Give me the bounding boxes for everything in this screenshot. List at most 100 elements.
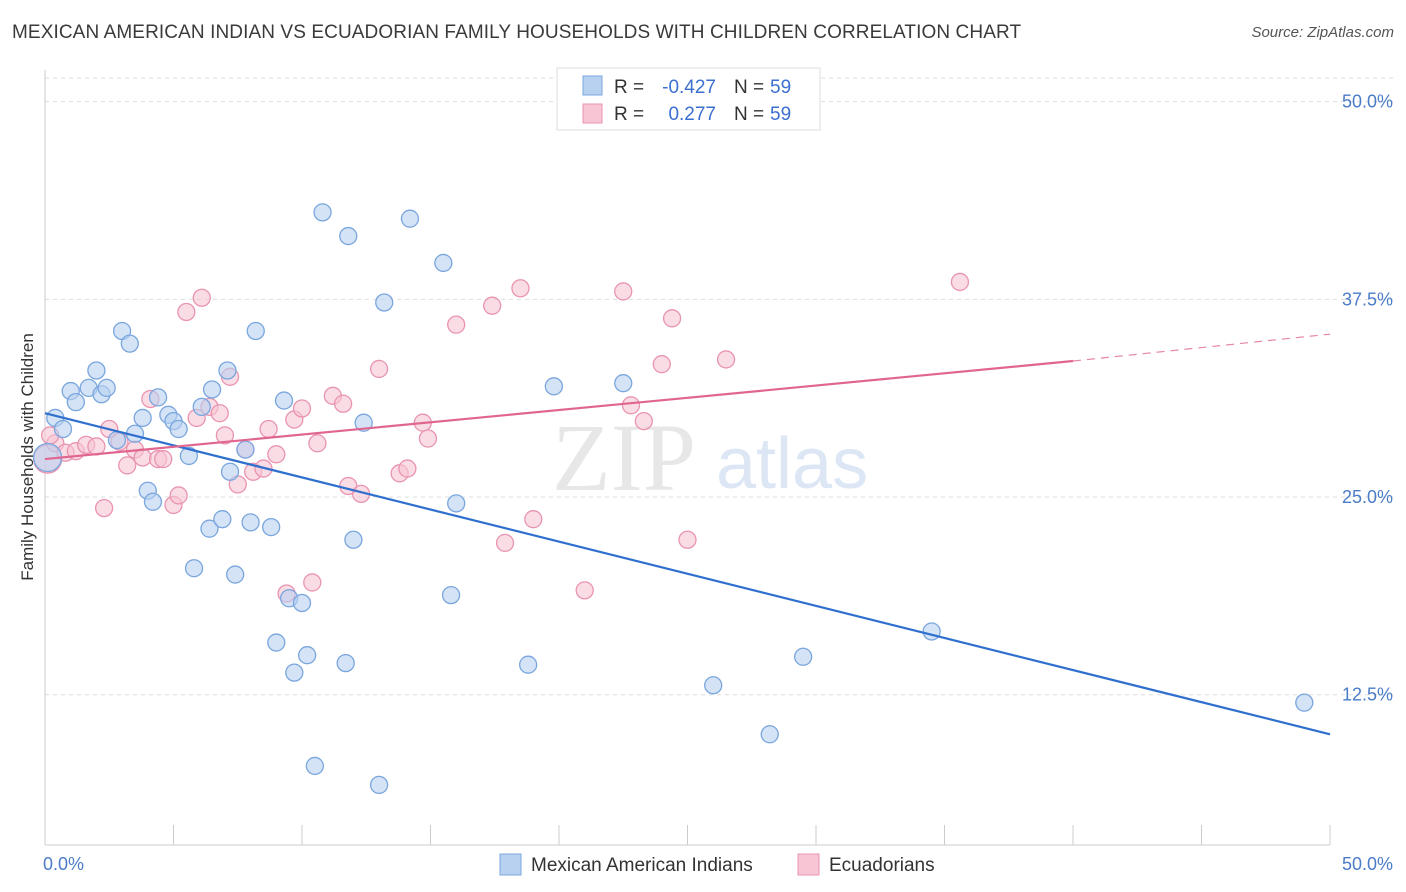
blue-point-37 [292, 593, 312, 613]
y-tick-label-12.5: 12.5% [1342, 685, 1393, 705]
pink-point-46 [495, 533, 515, 553]
blue-point-2 [53, 419, 73, 439]
blue-point-36 [285, 663, 304, 682]
stats-legend: R = -0.427 N = 59 R = 0.277 N = 59 [556, 67, 821, 131]
stats-legend-n-label-blue: N = [734, 77, 764, 98]
bottom-legend-swatch-pink [797, 853, 820, 876]
blue-point-13 [133, 408, 152, 428]
blue-point-44 [354, 413, 373, 432]
pink-point-41 [398, 459, 417, 478]
pink-point-19 [192, 288, 211, 307]
pink-trend-extension [1072, 333, 1331, 362]
blue-points [32, 203, 1314, 795]
stats-legend-n-label-pink: N = [734, 104, 764, 125]
stats-legend-n-value-pink: 59 [770, 104, 791, 125]
pink-point-21 [210, 404, 229, 423]
blue-point-21 [184, 559, 204, 578]
watermark-atlas: atlas [716, 424, 868, 504]
pink-point-17 [177, 302, 196, 322]
pink-point-43 [418, 429, 438, 448]
bottom-legend-label-pink: Ecuadorians [829, 855, 935, 876]
pink-point-55 [678, 530, 697, 549]
blue-point-50 [447, 494, 466, 513]
blue-point-16 [148, 388, 168, 407]
blue-point-34 [274, 391, 294, 410]
pink-point-47 [511, 279, 530, 298]
watermark-zip: ZIP [552, 404, 696, 511]
blue-point-53 [614, 374, 633, 393]
chart-source: Source: ZipAtlas.com [1251, 24, 1394, 41]
x-tick-label-50: 50.0% [1342, 854, 1393, 874]
blue-point-15 [143, 492, 163, 511]
pink-point-34 [308, 434, 327, 453]
blue-point-40 [313, 203, 332, 222]
blue-point-46 [375, 293, 394, 312]
blue-point-55 [760, 725, 779, 744]
pink-point-14 [154, 449, 173, 469]
blue-point-51 [519, 655, 538, 674]
pink-point-11 [133, 448, 152, 467]
blue-point-20 [179, 446, 199, 466]
blue-point-4 [66, 392, 85, 412]
pink-point-6 [94, 498, 114, 518]
blue-point-28 [226, 565, 245, 584]
pink-point-49 [575, 581, 594, 600]
blue-point-31 [246, 321, 265, 341]
blue-trend-line [44, 412, 1331, 736]
blue-point-27 [220, 462, 240, 481]
stats-legend-swatch-blue [582, 75, 603, 96]
bottom-legend: Mexican American Indians Ecuadorians [499, 853, 935, 876]
blue-point-33 [267, 633, 286, 652]
pink-point-57 [950, 272, 970, 292]
blue-point-47 [400, 209, 420, 228]
y-tick-label-50: 50.0% [1342, 92, 1393, 112]
blue-point-57 [922, 622, 941, 641]
pink-point-36 [333, 394, 353, 413]
pink-point-9 [118, 456, 137, 475]
blue-point-32 [262, 517, 281, 537]
pink-point-45 [483, 296, 502, 315]
blue-point-11 [120, 334, 139, 353]
pink-point-52 [634, 411, 653, 431]
blue-point-45 [369, 775, 389, 795]
pink-point-51 [621, 396, 641, 415]
blue-point-9 [107, 430, 127, 450]
blue-point-23 [200, 519, 219, 538]
pink-point-39 [369, 359, 389, 379]
watermark: ZIP atlas [552, 404, 868, 511]
tick-labels: 12.5% 25.0% 37.5% 50.0% 0.0% 50.0% [43, 92, 1393, 874]
pink-point-53 [652, 355, 671, 374]
pink-point-28 [259, 419, 278, 439]
pink-point-22 [215, 426, 235, 445]
stats-legend-r-value-pink: 0.277 [668, 104, 716, 125]
pink-point-48 [524, 510, 543, 529]
pink-point-32 [292, 399, 312, 418]
stats-legend-swatch-pink [582, 103, 603, 124]
blue-point-26 [218, 361, 237, 380]
blue-point-52 [544, 377, 564, 396]
blue-point-49 [441, 585, 461, 605]
pink-point-33 [303, 573, 322, 592]
blue-point-30 [241, 513, 260, 532]
pink-point-54 [662, 309, 682, 328]
pink-point-50 [614, 282, 633, 301]
blue-point-56 [794, 647, 813, 666]
pink-point-16 [169, 486, 188, 505]
stats-legend-n-value-blue: 59 [770, 77, 791, 98]
trend-lines [44, 333, 1331, 736]
blue-point-19 [169, 419, 188, 439]
pink-point-5 [87, 437, 106, 456]
stats-legend-r-label-blue: R = [614, 77, 644, 98]
chart-title: MEXICAN AMERICAN INDIAN VS ECUADORIAN FA… [12, 22, 1022, 43]
blue-point-42 [339, 226, 358, 246]
blue-point-38 [297, 646, 317, 665]
bottom-legend-label-blue: Mexican American Indians [531, 855, 753, 876]
stats-legend-r-label-pink: R = [614, 104, 644, 125]
blue-point-58 [1295, 693, 1314, 712]
blue-point-48 [434, 253, 453, 273]
blue-point-41 [336, 653, 355, 673]
blue-point-24 [202, 380, 222, 399]
pink-point-44 [447, 315, 466, 334]
bottom-legend-swatch-blue [499, 853, 522, 876]
